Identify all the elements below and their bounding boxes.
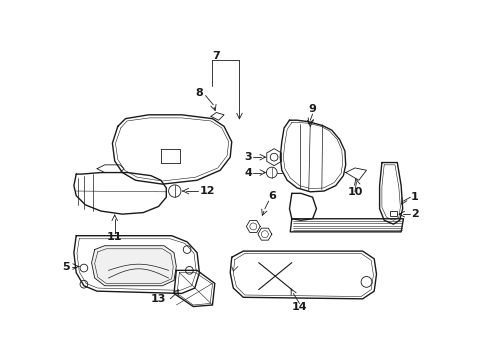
Text: 8: 8 — [195, 88, 203, 98]
Polygon shape — [280, 120, 345, 192]
Text: 5: 5 — [62, 261, 70, 271]
Polygon shape — [266, 149, 281, 166]
Text: 3: 3 — [244, 152, 251, 162]
Text: 13: 13 — [151, 294, 166, 304]
Polygon shape — [97, 165, 123, 172]
Polygon shape — [290, 219, 403, 232]
Polygon shape — [246, 220, 260, 233]
Text: 7: 7 — [212, 50, 220, 60]
Text: 1: 1 — [410, 192, 418, 202]
Polygon shape — [174, 270, 214, 306]
Text: 10: 10 — [346, 187, 362, 197]
Polygon shape — [210, 112, 224, 120]
Text: 6: 6 — [268, 191, 276, 201]
Text: 4: 4 — [244, 167, 251, 177]
Text: 14: 14 — [291, 302, 306, 311]
Polygon shape — [74, 172, 166, 214]
Text: 9: 9 — [308, 104, 316, 114]
Polygon shape — [257, 228, 271, 240]
Polygon shape — [345, 168, 366, 180]
Polygon shape — [230, 251, 376, 299]
Polygon shape — [74, 236, 199, 293]
Polygon shape — [112, 115, 231, 184]
Bar — [389, 211, 396, 216]
Polygon shape — [91, 246, 176, 286]
Bar — [161, 149, 180, 163]
Text: 12: 12 — [199, 186, 214, 196]
Text: 2: 2 — [410, 209, 418, 219]
Polygon shape — [379, 163, 402, 224]
Text: 11: 11 — [107, 232, 122, 242]
Polygon shape — [289, 193, 316, 220]
